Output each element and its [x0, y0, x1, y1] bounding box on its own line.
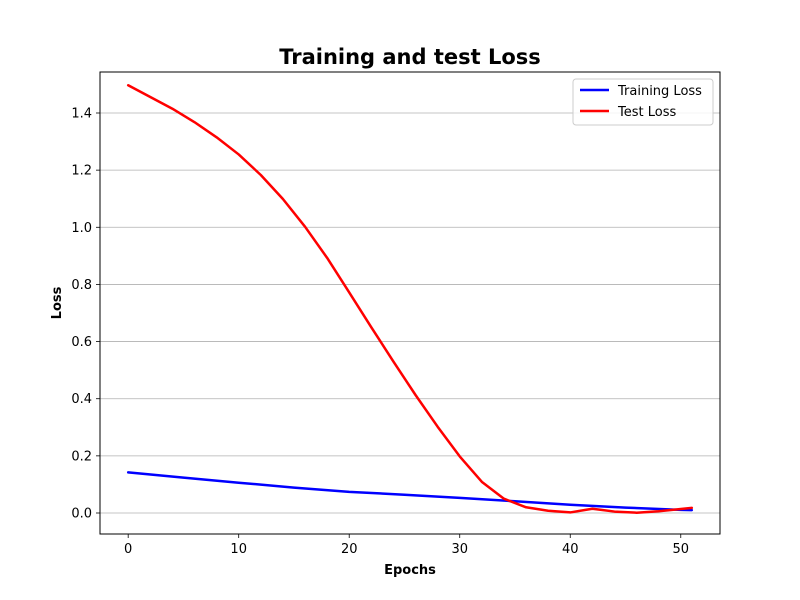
- y-axis-label: Loss: [50, 286, 65, 319]
- x-tick-label-0: 0: [124, 542, 132, 557]
- series-line-training-loss: [126, 471, 694, 512]
- y-tick-label-4: 0.8: [71, 278, 92, 293]
- y-tick-label-5: 1.0: [71, 221, 92, 236]
- x-axis-ticks: 0 10 20 30 40 50: [124, 534, 689, 557]
- y-tick-label-2: 0.4: [71, 392, 92, 407]
- y-tick-label-1: 0.2: [71, 449, 92, 464]
- legend-label-test-loss: Test Loss: [617, 105, 676, 120]
- y-axis-ticks: 0.0 0.2 0.4 0.6 0.8 1.0 1.2 1.4: [71, 107, 100, 522]
- y-tick-label-7: 1.4: [71, 107, 92, 122]
- series-lines: [126, 84, 694, 514]
- x-tick-label-2: 20: [341, 542, 358, 557]
- x-tick-label-3: 30: [451, 542, 468, 557]
- series-line-test-loss: [126, 84, 694, 514]
- grid-lines: [100, 112, 720, 514]
- x-tick-label-5: 50: [672, 542, 689, 557]
- legend: Training Loss Test Loss: [572, 78, 714, 126]
- legend-label-training-loss: Training Loss: [617, 84, 702, 99]
- x-tick-label-4: 40: [562, 542, 579, 557]
- chart-title: Training and test Loss: [279, 45, 541, 69]
- x-tick-label-1: 10: [230, 542, 247, 557]
- plot-frame: [99, 71, 721, 535]
- y-tick-label-3: 0.6: [71, 335, 92, 350]
- y-tick-label-0: 0.0: [71, 507, 92, 522]
- x-axis-label: Epochs: [384, 563, 436, 578]
- y-tick-label-6: 1.2: [71, 164, 92, 179]
